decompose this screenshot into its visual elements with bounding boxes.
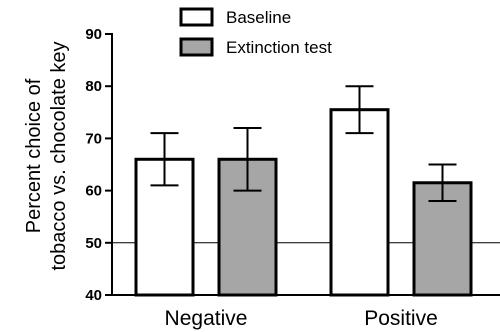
legend-swatch-extinction-test: [179, 37, 214, 57]
y-tick-label-70: 70: [85, 130, 102, 147]
legend-label-baseline: Baseline: [226, 8, 291, 27]
y-tick-label-60: 60: [85, 183, 102, 200]
x-tick-label-negative: Negative: [165, 307, 248, 330]
y-axis-title-line-2: tobacco vs. chocolate key: [48, 41, 70, 270]
y-tick-label-80: 80: [85, 78, 102, 95]
legend-swatch-baseline: [179, 7, 214, 27]
y-tick-label-90: 90: [85, 26, 102, 43]
y-tick-label-50: 50: [85, 235, 102, 252]
y-axis-title: Percent choice of tobacco vs. chocolate …: [23, 41, 70, 270]
legend: Baseline Extinction test: [179, 7, 332, 57]
y-tick-label-40: 40: [85, 287, 102, 304]
plot-area: 40 50 60 70 80 90 Negative Positive: [85, 26, 500, 330]
legend-label-extinction-test: Extinction test: [226, 38, 332, 57]
x-tick-label-positive: Positive: [364, 307, 438, 330]
bar-baseline-positive: [329, 108, 390, 297]
y-axis-title-line-1: Percent choice of: [23, 78, 45, 233]
